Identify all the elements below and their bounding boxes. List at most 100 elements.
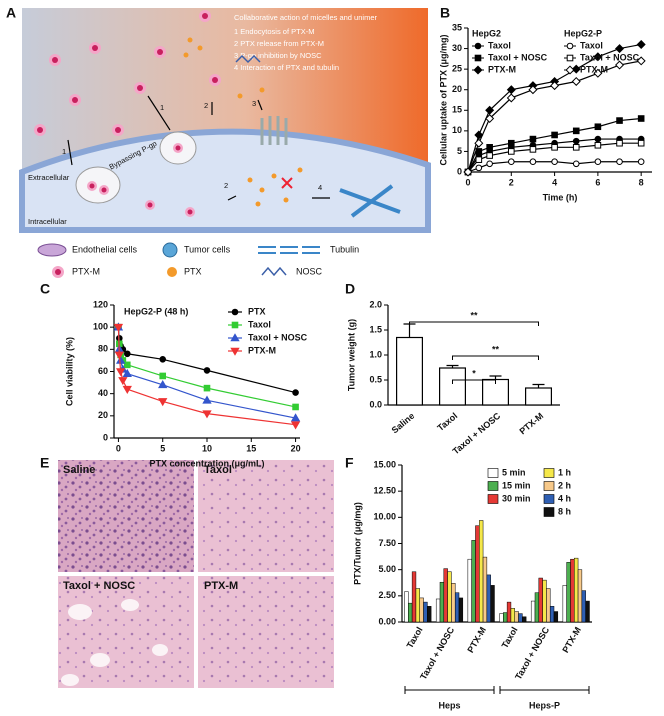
- marker: [486, 144, 493, 151]
- group-bracket: [404, 686, 495, 694]
- x-tick-label: PTX-M: [560, 625, 583, 654]
- y-tick-label: 0.0: [369, 399, 382, 409]
- marker: [615, 60, 625, 70]
- bar: [479, 520, 484, 623]
- region-label: Intracellular: [28, 217, 67, 226]
- marker: [113, 323, 124, 332]
- legend-label: Taxol: [580, 40, 603, 50]
- diagram-step: 4 Interaction of PTX and tubulin: [234, 63, 339, 72]
- bar: [534, 592, 540, 623]
- bar: [518, 613, 523, 623]
- bar: [538, 577, 543, 623]
- marker: [158, 398, 168, 407]
- tubulin: [339, 184, 401, 218]
- micrograph-label: PTX-M: [204, 580, 238, 592]
- legend-swatch: [543, 494, 555, 504]
- panel-label: D: [345, 281, 355, 297]
- error-bar: [446, 364, 459, 368]
- nosc: [235, 54, 261, 64]
- marker: [474, 54, 482, 62]
- bar: [530, 600, 536, 623]
- x-tick-label: 0: [465, 177, 470, 187]
- block-mark: [281, 177, 293, 189]
- legend-icon: [55, 269, 61, 275]
- error-bar: [489, 375, 502, 380]
- legend-swatch: [487, 494, 499, 504]
- error-bar: [403, 323, 416, 338]
- legend-label: Taxol: [488, 40, 511, 50]
- bar: [546, 588, 551, 623]
- significance-bracket: [409, 321, 539, 326]
- legend-label: Taxol: [248, 319, 271, 329]
- x-tick-label: Taxol: [435, 411, 459, 433]
- line: [467, 161, 642, 173]
- y-tick-label: 1.0: [369, 349, 382, 359]
- y-tick-label: 25: [452, 64, 462, 74]
- bar: [443, 568, 448, 623]
- legend-swatch: [543, 481, 555, 491]
- y-tick-label: 40: [98, 388, 108, 398]
- x-tick-label: Taxol: [405, 625, 425, 650]
- legend-group: HepG2-P: [564, 28, 602, 38]
- bar: [467, 558, 472, 623]
- bar: [447, 571, 452, 623]
- bar: [427, 606, 432, 623]
- legend-label: Endothelial cells: [72, 244, 138, 254]
- bar: [577, 569, 583, 623]
- y-axis-title: Tumor weight (g): [346, 319, 356, 391]
- marker: [292, 389, 299, 396]
- y-tick-label: 80: [98, 344, 108, 354]
- legend-label: PTX-M: [248, 345, 276, 355]
- marker: [551, 144, 558, 151]
- legend-label: 2 h: [558, 480, 571, 490]
- significance-bracket: [452, 379, 496, 384]
- ptx-particles: [183, 37, 303, 207]
- marker: [486, 160, 493, 168]
- marker: [593, 52, 603, 62]
- legend-label: Taxol + NOSC: [488, 52, 548, 62]
- legend-label: Taxol + NOSC: [580, 52, 640, 62]
- marker: [551, 158, 558, 166]
- marker: [507, 139, 515, 147]
- micrograph: [58, 460, 194, 572]
- legend-icon: [261, 266, 287, 277]
- arrows: [67, 95, 330, 201]
- marker: [571, 76, 581, 86]
- diagram-step: 3 P-gp inhibition by NOSC: [234, 51, 322, 60]
- bar: [408, 602, 413, 623]
- bar: [451, 583, 456, 623]
- marker: [594, 141, 602, 149]
- marker: [231, 308, 239, 316]
- step-marker: 2: [224, 181, 228, 190]
- marker: [566, 42, 574, 50]
- significance-label: **: [492, 344, 500, 354]
- bar: [439, 581, 445, 623]
- bar: [404, 591, 409, 623]
- legend-label: 1 h: [558, 467, 571, 477]
- diagram: Collaborative action of micelles and uni…: [19, 8, 431, 233]
- x-tick-label: 6: [595, 177, 600, 187]
- marker: [528, 85, 538, 95]
- marker: [475, 164, 483, 172]
- marker: [290, 413, 301, 422]
- marker: [203, 367, 211, 374]
- marker: [572, 160, 580, 168]
- y-tick-label: 1.5: [369, 324, 382, 334]
- error-bar: [532, 383, 545, 388]
- legend-swatch: [487, 481, 499, 491]
- legend-swatch: [543, 468, 555, 478]
- legend-swatch: [487, 468, 499, 478]
- line: [467, 43, 642, 173]
- marker: [566, 54, 574, 62]
- x-axis-title: PTX concentration (μg/mL): [149, 458, 264, 468]
- y-tick-label: 2.0: [369, 299, 382, 309]
- legend-label: PTX: [248, 306, 266, 316]
- bar: [549, 606, 555, 623]
- significance-label: **: [470, 310, 478, 320]
- bar: [522, 616, 527, 623]
- y-axis-title: PTX/Tumor (μg/mg): [352, 502, 362, 585]
- marker: [292, 403, 299, 411]
- marker: [114, 351, 124, 360]
- marker: [473, 65, 483, 75]
